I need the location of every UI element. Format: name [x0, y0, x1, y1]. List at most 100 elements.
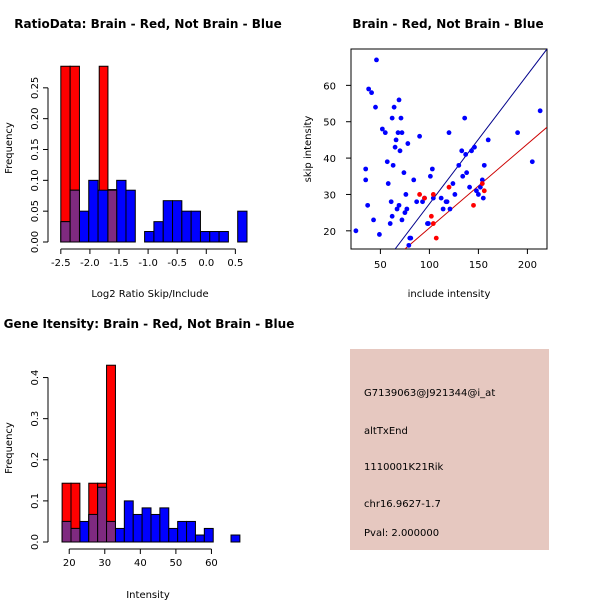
x-tick-label: -2.0 [80, 258, 100, 269]
not-brain-point [353, 228, 359, 234]
x-tick-label: 0.5 [227, 258, 243, 269]
not-brain-bar [168, 527, 179, 543]
not-brain-point [365, 202, 371, 208]
not-brain-point [405, 141, 411, 146]
not-brain-point [479, 177, 485, 183]
ratio-histogram-axes: -2.5 -2.0 -1.5 -1.0 -0.5 0.0 0.5 0.00 0.05 0.10 0.… [30, 77, 243, 269]
x-tick-label: -0.5 [167, 258, 187, 269]
x-tick-label: -1.5 [109, 258, 129, 269]
not-brain-point [444, 199, 450, 205]
not-brain-bar [172, 200, 183, 243]
y-tick-label: 0.25 [30, 77, 41, 99]
not-brain-point [464, 170, 470, 176]
not-brain-point [406, 242, 412, 248]
not-brain-point [426, 221, 431, 226]
gene-intensity-ylabel: Frequency [4, 422, 15, 474]
not-brain-point [390, 162, 396, 168]
not-brain-point [485, 137, 491, 143]
not-brain-point [392, 144, 398, 150]
x-tick-label: 150 [469, 260, 488, 271]
not-brain-bar [141, 507, 152, 543]
overlap-bar [60, 221, 71, 243]
not-brain-point [402, 210, 408, 216]
brain-point [433, 235, 439, 241]
gene-intensity-xlabel: Intensity [126, 590, 170, 600]
not-brain-point [411, 177, 417, 183]
ratio-histogram-title: RatioData: Brain - Red, Not Brain - Blue [14, 17, 281, 31]
not-brain-bar [218, 231, 229, 243]
not-brain-bar [132, 513, 143, 543]
not-brain-point [398, 115, 404, 121]
not-brain-bar [114, 527, 125, 543]
not-brain-bar [123, 500, 134, 543]
not-brain-point [404, 206, 410, 212]
ratio-histogram-bars [60, 65, 248, 243]
fit-line [404, 126, 547, 249]
not-brain-point [382, 130, 388, 136]
info-panel: G7139063@J921344@i_at altTxEnd 1110001K2… [350, 349, 549, 550]
not-brain-point [379, 126, 385, 132]
x-tick-label: 100 [420, 260, 439, 271]
not-brain-point [366, 86, 372, 92]
not-brain-bar [79, 520, 90, 543]
not-brain-point [396, 202, 402, 208]
not-brain-bar [199, 231, 211, 243]
not-brain-point [369, 90, 374, 96]
overlap-bar [70, 527, 81, 543]
not-brain-point [537, 108, 543, 114]
not-brain-point [385, 181, 391, 186]
gene-intensity-axes: 20 30 40 50 60 0.0 0.1 0.2 0.3 0.4 [30, 370, 218, 569]
y-tick-label: 40 [323, 154, 336, 165]
not-brain-point [395, 130, 401, 136]
not-brain-point [446, 130, 452, 136]
scatter-axes: 50 100 150 200 20 30 40 50 60 [323, 81, 537, 271]
not-brain-bar [203, 527, 214, 543]
not-brain-point [447, 206, 453, 212]
scatter-title: Brain - Red, Not Brain - Blue [352, 17, 543, 31]
not-brain-point [474, 188, 479, 194]
not-brain-point [417, 133, 422, 139]
info-panel-background [350, 349, 549, 550]
not-brain-bar [125, 189, 136, 243]
not-brain-point [429, 166, 435, 172]
not-brain-point [472, 144, 477, 150]
not-brain-point [438, 195, 444, 201]
x-tick-label: 40 [134, 558, 147, 569]
ratio-histogram-ylabel: Frequency [4, 122, 15, 174]
not-brain-bar [237, 210, 248, 243]
brain-point [428, 213, 434, 219]
y-tick-label: 50 [323, 118, 336, 129]
not-brain-bar [162, 200, 174, 243]
not-brain-bar [78, 210, 90, 243]
not-brain-point [476, 192, 481, 197]
not-brain-point [384, 159, 390, 165]
x-tick-label: -1.0 [138, 258, 158, 269]
y-tick-label: 20 [323, 227, 336, 238]
not-brain-point [450, 181, 456, 186]
x-tick-label: 50 [374, 260, 387, 271]
not-brain-point [469, 148, 474, 154]
brain-point [422, 195, 427, 201]
not-brain-point [399, 217, 405, 223]
brain-point [481, 188, 487, 194]
not-brain-point [403, 192, 409, 197]
brain-bar [60, 65, 71, 243]
not-brain-point [477, 184, 483, 190]
not-brain-point [377, 232, 382, 237]
x-tick-label: 0.0 [198, 258, 214, 269]
not-brain-point [391, 104, 397, 110]
not-brain-bar [116, 179, 127, 243]
not-brain-point [363, 166, 369, 172]
not-brain-point [460, 173, 466, 179]
not-brain-point [459, 148, 465, 154]
x-tick-label: -2.5 [51, 258, 71, 269]
gene-intensity-panel: Gene Itensity: Brain - Red, Not Brain - … [4, 317, 295, 600]
not-brain-point [481, 162, 487, 168]
y-tick-label: 0.15 [30, 138, 41, 160]
y-tick-label: 0.05 [30, 200, 41, 222]
scatter-panel: Brain - Red, Not Brain - Blue include in… [303, 17, 548, 300]
not-brain-bar [144, 231, 155, 243]
scatter-plot-frame [350, 48, 548, 250]
not-brain-point [387, 221, 393, 226]
x-tick-label: 50 [170, 558, 183, 569]
